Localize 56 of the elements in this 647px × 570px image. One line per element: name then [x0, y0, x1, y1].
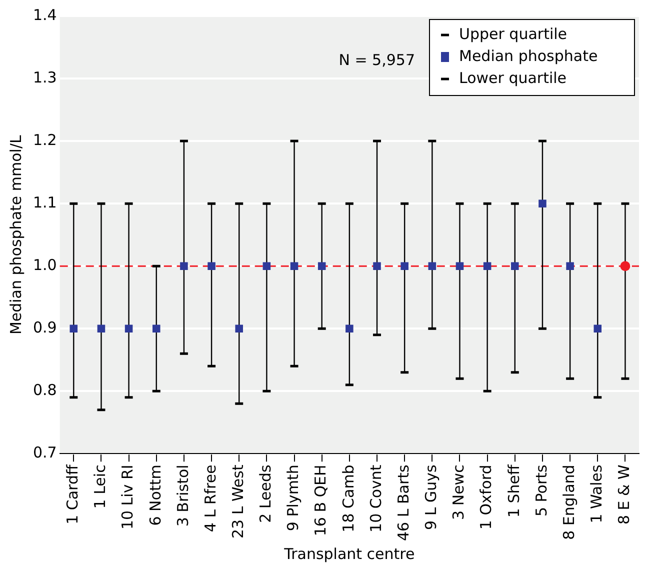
point [152, 324, 160, 333]
point [511, 262, 519, 270]
point [346, 324, 354, 333]
point [428, 262, 436, 270]
x-tick-label: 4 L Rfree [201, 464, 220, 532]
x-tick-label: 46 L Barts [394, 464, 412, 541]
y-tick-label: 1.3 [32, 68, 57, 86]
x-tick-label: 9 L Guys [422, 464, 440, 530]
x-tick-label: 1 Oxford [477, 464, 496, 530]
y-axis-title: Median phosphate mmol/L [6, 134, 25, 335]
point [97, 324, 106, 333]
point [594, 324, 602, 333]
x-tick-label: 2 Leeds [256, 464, 275, 523]
y-tick-label: 1.0 [32, 256, 57, 274]
y-tick-label: 0.9 [32, 318, 57, 337]
point [290, 262, 298, 270]
annotation: Lower quartile [459, 68, 567, 87]
x-tick-label: 10 Covnt [366, 464, 385, 532]
x-tick-label: 3 Bristol [174, 464, 192, 527]
point [124, 324, 133, 333]
x-tick-label: 3 Newc [450, 464, 468, 520]
x-tick-label: 1 Sheff [504, 464, 523, 518]
x-tick-label: 5 Ports [532, 464, 550, 517]
point [373, 262, 381, 270]
y-tick-label: 1.1 [32, 193, 57, 212]
annotation: Upper quartile [459, 24, 568, 43]
point [566, 262, 574, 270]
legend-label: Median phosphate [459, 46, 598, 65]
point [70, 324, 78, 333]
y-tick-label: 0.7 [32, 444, 57, 462]
x-tick-label: 1 Cardff [64, 464, 82, 524]
x-tick-label: 16 B QEH [312, 464, 330, 536]
x-tick-label: 10 Liv RI [118, 464, 137, 530]
point [538, 200, 546, 208]
y-tick-label: 0.8 [32, 381, 57, 400]
point [400, 262, 408, 270]
point [483, 262, 492, 270]
point [208, 262, 216, 270]
point [235, 324, 244, 333]
point [180, 262, 188, 270]
x-tick-label: 1 Leic [91, 464, 110, 509]
x-tick-label: 9 Plymth [284, 464, 302, 532]
x-tick-label: 18 Camb [339, 464, 358, 532]
x-tick-label: 1 Wales [588, 464, 606, 524]
x-tick-label: 8 E & W [615, 464, 634, 525]
point [262, 262, 271, 270]
point [456, 262, 464, 270]
y-tick-label: 1.2 [32, 130, 57, 149]
point [620, 261, 630, 272]
point [318, 262, 326, 270]
y-tick-label: 1.4 [32, 6, 57, 24]
x-tick-label: 8 England [560, 464, 578, 540]
x-tick-label: 23 L West [229, 464, 248, 539]
annotation: N = 5,957 [338, 50, 415, 69]
x-axis-title: Transplant centre [283, 544, 415, 563]
x-tick-label: 6 Nottm [146, 464, 164, 526]
